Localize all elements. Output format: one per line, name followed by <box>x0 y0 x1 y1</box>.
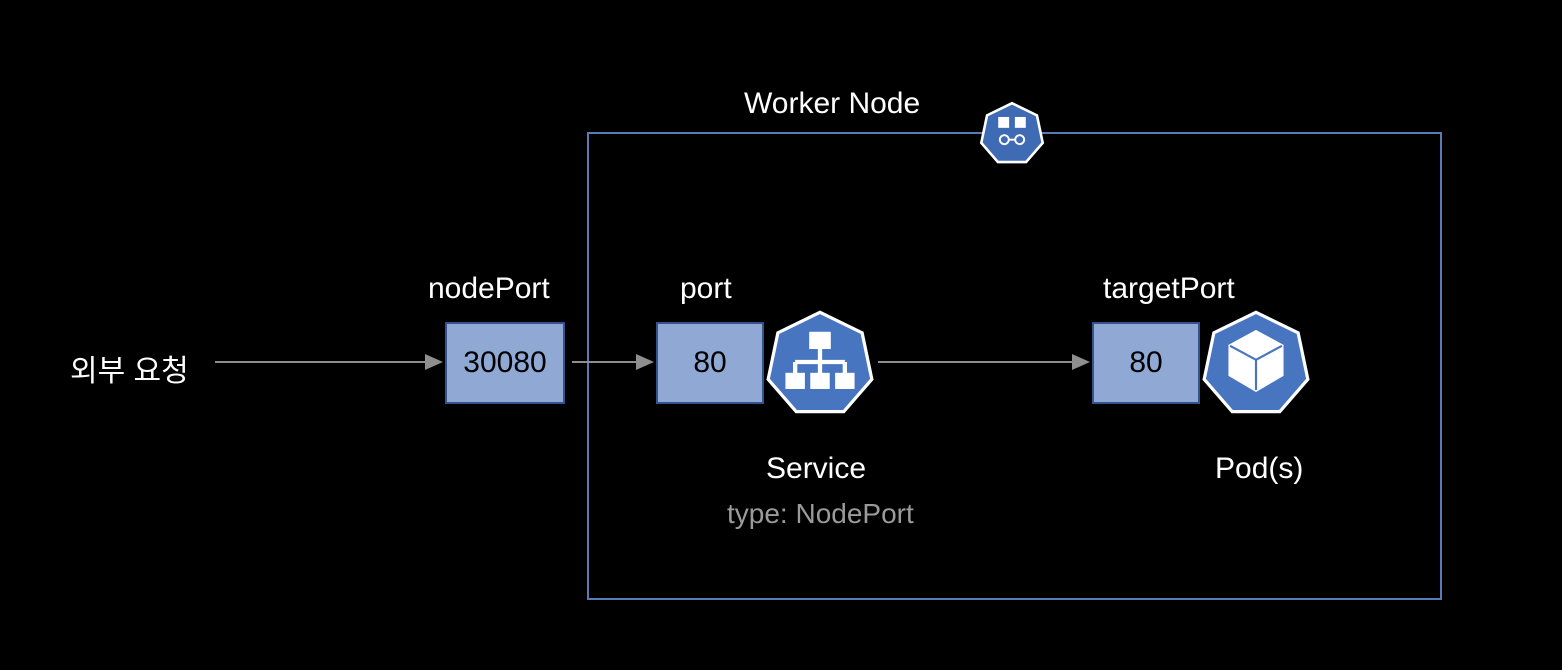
nodeport-value: 30080 <box>463 346 546 380</box>
targetport-box: 80 <box>1092 322 1200 404</box>
port-label: port <box>680 272 732 306</box>
nodeport-label: nodePort <box>428 272 550 306</box>
external-request-label: 외부 요청 <box>70 346 189 390</box>
service-type-label: type: NodePort <box>727 498 914 530</box>
targetport-value: 80 <box>1129 346 1162 380</box>
nodeport-box: 30080 <box>445 322 565 404</box>
arrow-external-to-nodeport <box>215 350 445 374</box>
port-box: 80 <box>656 322 764 404</box>
port-value: 80 <box>693 346 726 380</box>
service-label: Service <box>766 452 866 486</box>
k8s-node-icon <box>980 100 1044 164</box>
targetport-label: targetPort <box>1103 272 1235 306</box>
arrow-nodeport-to-port <box>572 350 656 374</box>
worker-node-label: Worker Node <box>744 87 920 121</box>
pod-icon <box>1202 308 1310 416</box>
arrow-service-to-targetport <box>878 350 1092 374</box>
service-icon <box>766 308 874 416</box>
pod-label: Pod(s) <box>1215 452 1303 486</box>
